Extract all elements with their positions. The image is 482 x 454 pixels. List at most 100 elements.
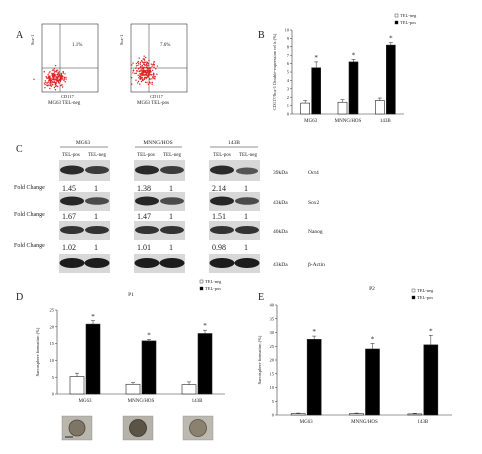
- blot-band: [60, 196, 84, 206]
- panel-label-b: B: [258, 30, 265, 41]
- event-dot: [140, 80, 143, 83]
- event-dot: [142, 67, 144, 70]
- event-dot: [151, 65, 153, 67]
- bar-tel-pos: [365, 348, 380, 416]
- event-dot: [53, 81, 55, 84]
- blot-protein: Oct4: [308, 170, 319, 176]
- legend-label: TEL-neg: [417, 288, 434, 293]
- event-dot: [58, 73, 60, 75]
- event-dot: [145, 71, 148, 74]
- y-tick-label: 15: [50, 341, 55, 346]
- event-dot: [148, 68, 150, 70]
- y-tick-label: 30: [270, 330, 275, 335]
- event-dot: [58, 78, 61, 81]
- legend-label: TEL-neg: [400, 13, 417, 18]
- blot-strip: [59, 160, 110, 181]
- event-dot: [132, 62, 134, 64]
- fold-value: 1.67: [62, 212, 76, 221]
- fold-value: 1: [94, 212, 98, 221]
- y-tick-label: 20: [270, 358, 275, 363]
- flow-plot-tel-pos: 7.6% Sca-1 CD117 MG63 TEL-pos: [119, 23, 188, 106]
- event-dot: [151, 83, 153, 86]
- lane-label: TEL-pos: [62, 153, 80, 158]
- significance-star: *: [352, 51, 356, 59]
- bar-chart-sarcosphere-p2: 0 5 10 15 20 25 30 35 40 Sarcosphere formation (%…: [257, 286, 452, 425]
- event-dot: [138, 77, 140, 79]
- significance-star: *: [203, 322, 207, 330]
- y-tick-label: 8: [287, 44, 290, 49]
- event-dot: [143, 59, 146, 61]
- event-dot: [156, 65, 159, 67]
- event-dot: [63, 79, 65, 81]
- event-dot: [141, 72, 143, 74]
- category-label: MNNG/HOS: [351, 420, 378, 425]
- cell-population: [130, 55, 159, 86]
- flow-xaxis-label: CD117: [61, 94, 75, 99]
- event-dot: [55, 69, 58, 72]
- event-dot: [53, 67, 56, 70]
- legend-swatch: [199, 279, 204, 284]
- y-tick-label: 5: [287, 70, 290, 75]
- category-label: MNNG/HOS: [128, 399, 155, 404]
- significance-star: *: [91, 313, 95, 321]
- event-dot: [150, 66, 152, 69]
- event-dot: [154, 78, 156, 80]
- event-dot: [147, 64, 149, 67]
- event-dot: [150, 71, 152, 73]
- event-dot: [52, 78, 55, 81]
- blot-band: [235, 197, 259, 205]
- significance-star: *: [312, 328, 316, 336]
- blot-protein: Sox2: [308, 200, 320, 206]
- y-tick-label: 35: [270, 316, 275, 321]
- blot-group-header: MNNG/HOS TEL-pos TEL-neg: [135, 140, 182, 158]
- fold-value: 1: [94, 184, 98, 193]
- fold-value: 2.14: [212, 184, 226, 193]
- lane-label: TEL-pos: [213, 153, 231, 158]
- bar-tel-pos: [423, 344, 439, 416]
- event-dot: [146, 61, 149, 64]
- gate-percent: 7.6%: [160, 43, 170, 48]
- y-tick-label: 6: [287, 61, 290, 66]
- event-dot: [61, 86, 64, 88]
- event-dot: [150, 74, 152, 76]
- bar-tel-neg: [407, 413, 423, 416]
- category-label: MG63: [304, 119, 318, 124]
- event-dot: [48, 76, 50, 79]
- y-tick-label: 10: [285, 28, 290, 33]
- event-dot: [53, 73, 55, 76]
- lane-label: TEL-neg: [88, 153, 107, 158]
- event-dot: [59, 75, 61, 78]
- event-dot: [151, 81, 154, 84]
- event-dot: [144, 61, 146, 63]
- event-dot: [61, 75, 64, 77]
- event-dot: [139, 83, 141, 85]
- event-dot: [144, 81, 147, 84]
- event-dot: [49, 87, 51, 90]
- blot-row-oct4: 39kDa Oct4: [59, 160, 319, 181]
- event-dot: [51, 78, 53, 81]
- blot-row-nanog: 40kDa Nanog: [59, 221, 323, 240]
- bar-tel-pos: [85, 323, 101, 395]
- category-label: MG63: [300, 420, 314, 425]
- panel-label-e: E: [258, 292, 264, 303]
- event-dot: [148, 70, 150, 73]
- event-dot: [137, 67, 140, 70]
- flow-caption: MG63 TEL-pos: [137, 101, 169, 106]
- event-dot: [57, 69, 59, 71]
- event-dot: [146, 74, 149, 77]
- blot-strip: [59, 221, 110, 240]
- event-dot: [54, 79, 56, 81]
- event-dot: [56, 78, 58, 80]
- event-dot: [144, 69, 147, 72]
- legend-swatch: [411, 288, 416, 293]
- event-dot: [134, 72, 136, 75]
- y-tick-label: 25: [270, 344, 275, 349]
- y-tick-label: 10: [50, 358, 55, 363]
- flow-frame: [130, 23, 188, 93]
- fold-value: 1.45: [62, 184, 76, 193]
- blot-band: [160, 166, 184, 174]
- blot-band: [235, 226, 259, 234]
- event-dot: [47, 74, 49, 76]
- event-dot: [64, 81, 66, 83]
- event-dot: [62, 71, 65, 73]
